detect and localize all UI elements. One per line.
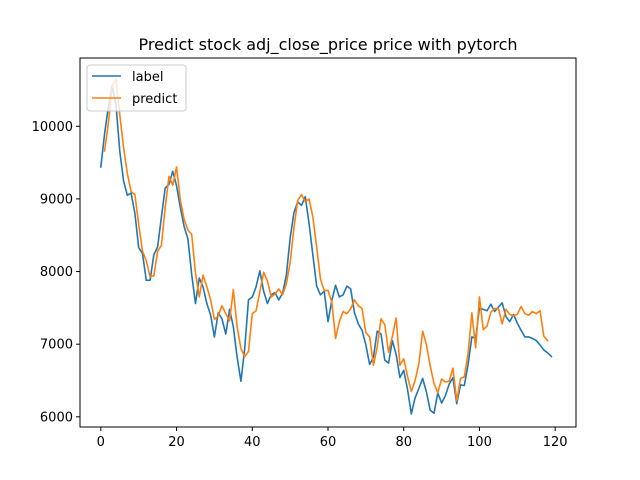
x-tick-label: 0: [97, 435, 105, 450]
x-tick-label: 80: [395, 435, 412, 450]
y-tick-label: 8000: [40, 265, 73, 280]
chart-title: Predict stock adj_close_price price with…: [138, 35, 517, 55]
x-tick-label: 40: [244, 435, 261, 450]
x-axis: 0 20 40 60 80 100 120: [97, 427, 568, 450]
axes-frame: [79, 57, 577, 428]
series-line-predict: [103, 78, 549, 402]
y-tick-label: 7000: [40, 338, 73, 353]
y-tick-label: 10000: [32, 120, 73, 135]
y-tick-label: 6000: [40, 410, 73, 425]
x-tick-label: 100: [467, 435, 492, 450]
legend: label predict: [86, 64, 187, 112]
y-tick-label: 9000: [40, 192, 73, 207]
x-tick-label: 120: [543, 435, 568, 450]
x-tick-label: 60: [320, 435, 337, 450]
plot-area: [99, 78, 553, 415]
legend-label-label: label: [132, 70, 163, 85]
legend-label-predict: predict: [132, 92, 177, 107]
x-tick-label: 20: [168, 435, 185, 450]
y-axis: 6000 7000 8000 9000 10000: [32, 120, 80, 425]
